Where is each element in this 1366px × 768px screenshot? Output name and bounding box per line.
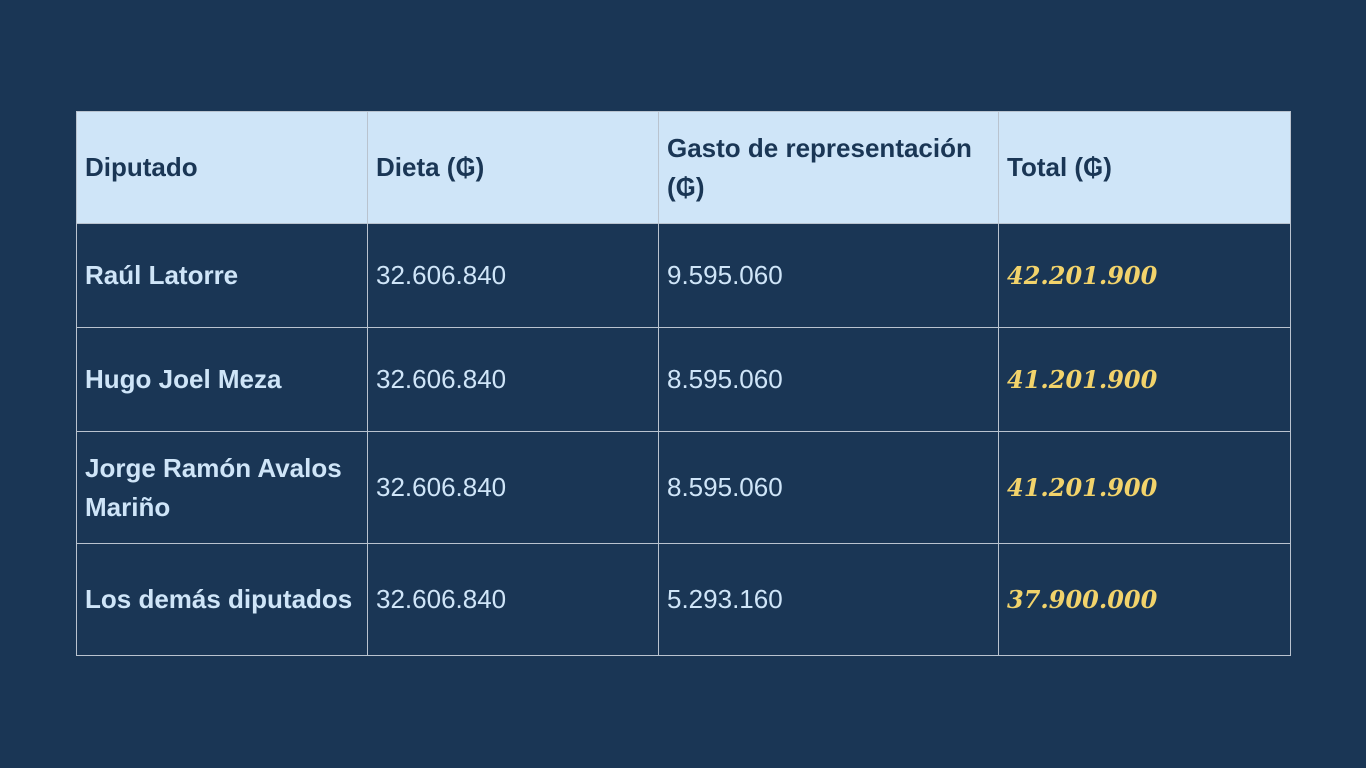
cell-gasto: 9.595.060	[658, 223, 999, 328]
header-gasto: Gasto de representación (₲)	[658, 111, 999, 224]
salary-table-container: Diputado Dieta (₲) Gasto de representaci…	[76, 111, 1291, 656]
table-row: Los demás diputados 32.606.840 5.293.160…	[76, 543, 1291, 656]
header-diputado: Diputado	[76, 111, 368, 224]
cell-diputado: Los demás diputados	[76, 543, 368, 656]
cell-diputado: Raúl Latorre	[76, 223, 368, 328]
table-header: Diputado Dieta (₲) Gasto de representaci…	[76, 111, 1291, 224]
cell-gasto: 8.595.060	[658, 431, 999, 544]
header-dieta: Dieta (₲)	[367, 111, 659, 224]
cell-dieta: 32.606.840	[367, 327, 659, 432]
table-row: Raúl Latorre 32.606.840 9.595.060 42.201…	[76, 223, 1291, 328]
cell-diputado: Jorge Ramón Avalos Mariño	[76, 431, 368, 544]
header-row: Diputado Dieta (₲) Gasto de representaci…	[76, 111, 1291, 224]
cell-total: 37.900.000	[998, 543, 1291, 656]
table-row: Jorge Ramón Avalos Mariño 32.606.840 8.5…	[76, 431, 1291, 544]
cell-gasto: 8.595.060	[658, 327, 999, 432]
cell-diputado: Hugo Joel Meza	[76, 327, 368, 432]
cell-total: 41.201.900	[998, 327, 1291, 432]
table-body: Raúl Latorre 32.606.840 9.595.060 42.201…	[76, 223, 1291, 656]
salary-table: Diputado Dieta (₲) Gasto de representaci…	[76, 111, 1291, 656]
table-row: Hugo Joel Meza 32.606.840 8.595.060 41.2…	[76, 327, 1291, 432]
cell-dieta: 32.606.840	[367, 223, 659, 328]
cell-total: 41.201.900	[998, 431, 1291, 544]
cell-total: 42.201.900	[998, 223, 1291, 328]
cell-dieta: 32.606.840	[367, 543, 659, 656]
cell-gasto: 5.293.160	[658, 543, 999, 656]
cell-dieta: 32.606.840	[367, 431, 659, 544]
header-total: Total (₲)	[998, 111, 1291, 224]
